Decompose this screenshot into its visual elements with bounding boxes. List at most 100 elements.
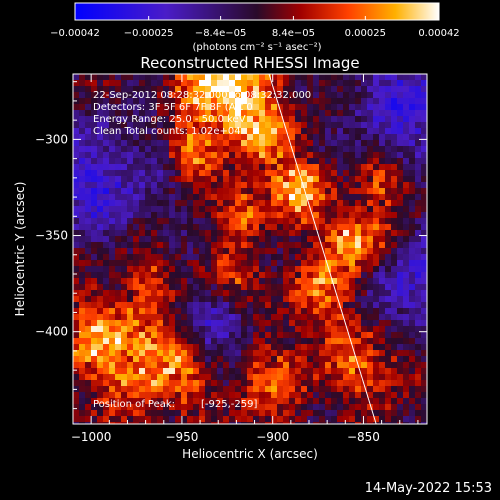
heatmap-cell xyxy=(271,80,277,86)
heatmap-cell xyxy=(103,140,109,146)
heatmap-cell xyxy=(217,218,223,224)
heatmap-cell xyxy=(223,254,229,260)
heatmap-cell xyxy=(103,260,109,266)
heatmap-cell xyxy=(91,410,97,416)
heatmap-cell xyxy=(241,176,247,182)
heatmap-cell xyxy=(139,248,145,254)
heatmap-cell xyxy=(187,176,193,182)
heatmap-cell xyxy=(313,398,319,404)
heatmap-cell xyxy=(223,296,229,302)
heatmap-cell xyxy=(145,230,151,236)
heatmap-cell xyxy=(121,260,127,266)
heatmap-cell xyxy=(163,320,169,326)
heatmap-cell xyxy=(139,290,145,296)
heatmap-cell xyxy=(157,416,163,422)
heatmap-cell xyxy=(91,152,97,158)
heatmap-cell xyxy=(307,290,313,296)
heatmap-cell xyxy=(331,158,337,164)
heatmap-cell xyxy=(85,218,91,224)
heatmap-cell xyxy=(241,266,247,272)
heatmap-cell xyxy=(265,110,271,116)
heatmap-cell xyxy=(133,218,139,224)
heatmap-cell xyxy=(241,308,247,314)
heatmap-cell xyxy=(223,104,229,110)
heatmap-cell xyxy=(385,98,391,104)
heatmap-cell xyxy=(253,128,259,134)
heatmap-cell xyxy=(373,380,379,386)
heatmap-cell xyxy=(151,410,157,416)
heatmap-cell xyxy=(289,416,295,422)
heatmap-cell xyxy=(397,272,403,278)
heatmap-cell xyxy=(121,230,127,236)
heatmap-cell xyxy=(331,272,337,278)
heatmap-cell xyxy=(151,392,157,398)
heatmap-cell xyxy=(349,374,355,380)
heatmap-cell xyxy=(115,116,121,122)
heatmap-cell xyxy=(331,308,337,314)
heatmap-cell xyxy=(289,158,295,164)
heatmap-cell xyxy=(211,128,217,134)
heatmap-cell xyxy=(187,140,193,146)
heatmap-cell xyxy=(265,404,271,410)
heatmap-cell xyxy=(313,236,319,242)
heatmap-cell xyxy=(157,194,163,200)
heatmap-cell xyxy=(151,272,157,278)
heatmap-cell xyxy=(139,392,145,398)
heatmap-cell xyxy=(259,206,265,212)
heatmap-cell xyxy=(289,410,295,416)
heatmap-cell xyxy=(139,278,145,284)
heatmap-cell xyxy=(199,140,205,146)
heatmap-cell xyxy=(343,398,349,404)
heatmap-cell xyxy=(253,368,259,374)
heatmap-cell xyxy=(367,398,373,404)
heatmap-cell xyxy=(127,170,133,176)
heatmap-cell xyxy=(271,266,277,272)
heatmap-cell xyxy=(307,416,313,422)
heatmap-cell xyxy=(409,218,415,224)
heatmap-cell xyxy=(391,362,397,368)
heatmap-cell xyxy=(193,236,199,242)
heatmap-cell xyxy=(373,152,379,158)
heatmap-cell xyxy=(289,80,295,86)
heatmap-cell xyxy=(241,326,247,332)
heatmap-cell xyxy=(247,404,253,410)
heatmap-cell xyxy=(313,404,319,410)
heatmap-cell xyxy=(145,134,151,140)
heatmap-cell xyxy=(361,182,367,188)
heatmap-cell xyxy=(247,266,253,272)
heatmap-cell xyxy=(331,218,337,224)
heatmap-cell xyxy=(97,170,103,176)
heatmap-cell xyxy=(367,86,373,92)
heatmap-cell xyxy=(349,206,355,212)
heatmap-cell xyxy=(277,98,283,104)
heatmap-cell xyxy=(211,338,217,344)
heatmap-cell xyxy=(247,188,253,194)
heatmap-cell xyxy=(367,164,373,170)
heatmap-cell xyxy=(373,296,379,302)
heatmap-cell xyxy=(301,230,307,236)
heatmap-cell xyxy=(277,128,283,134)
heatmap-cell xyxy=(91,278,97,284)
heatmap-cell xyxy=(271,128,277,134)
heatmap-cell xyxy=(151,140,157,146)
heatmap-cell xyxy=(181,296,187,302)
heatmap-cell xyxy=(121,302,127,308)
heatmap-cell xyxy=(421,170,427,176)
heatmap-cell xyxy=(241,134,247,140)
heatmap-cell xyxy=(163,86,169,92)
heatmap-cell xyxy=(181,350,187,356)
heatmap-cell xyxy=(349,182,355,188)
heatmap-cell xyxy=(97,296,103,302)
heatmap-cell xyxy=(373,404,379,410)
heatmap-cell xyxy=(79,92,85,98)
heatmap-cell xyxy=(265,80,271,86)
heatmap-cell xyxy=(409,122,415,128)
heatmap-cell xyxy=(235,308,241,314)
heatmap-cell xyxy=(229,284,235,290)
heatmap-cell xyxy=(127,284,133,290)
heatmap-cell xyxy=(139,170,145,176)
heatmap-cell xyxy=(409,332,415,338)
heatmap-cell xyxy=(85,272,91,278)
heatmap-cell xyxy=(217,338,223,344)
heatmap-cell xyxy=(73,248,79,254)
